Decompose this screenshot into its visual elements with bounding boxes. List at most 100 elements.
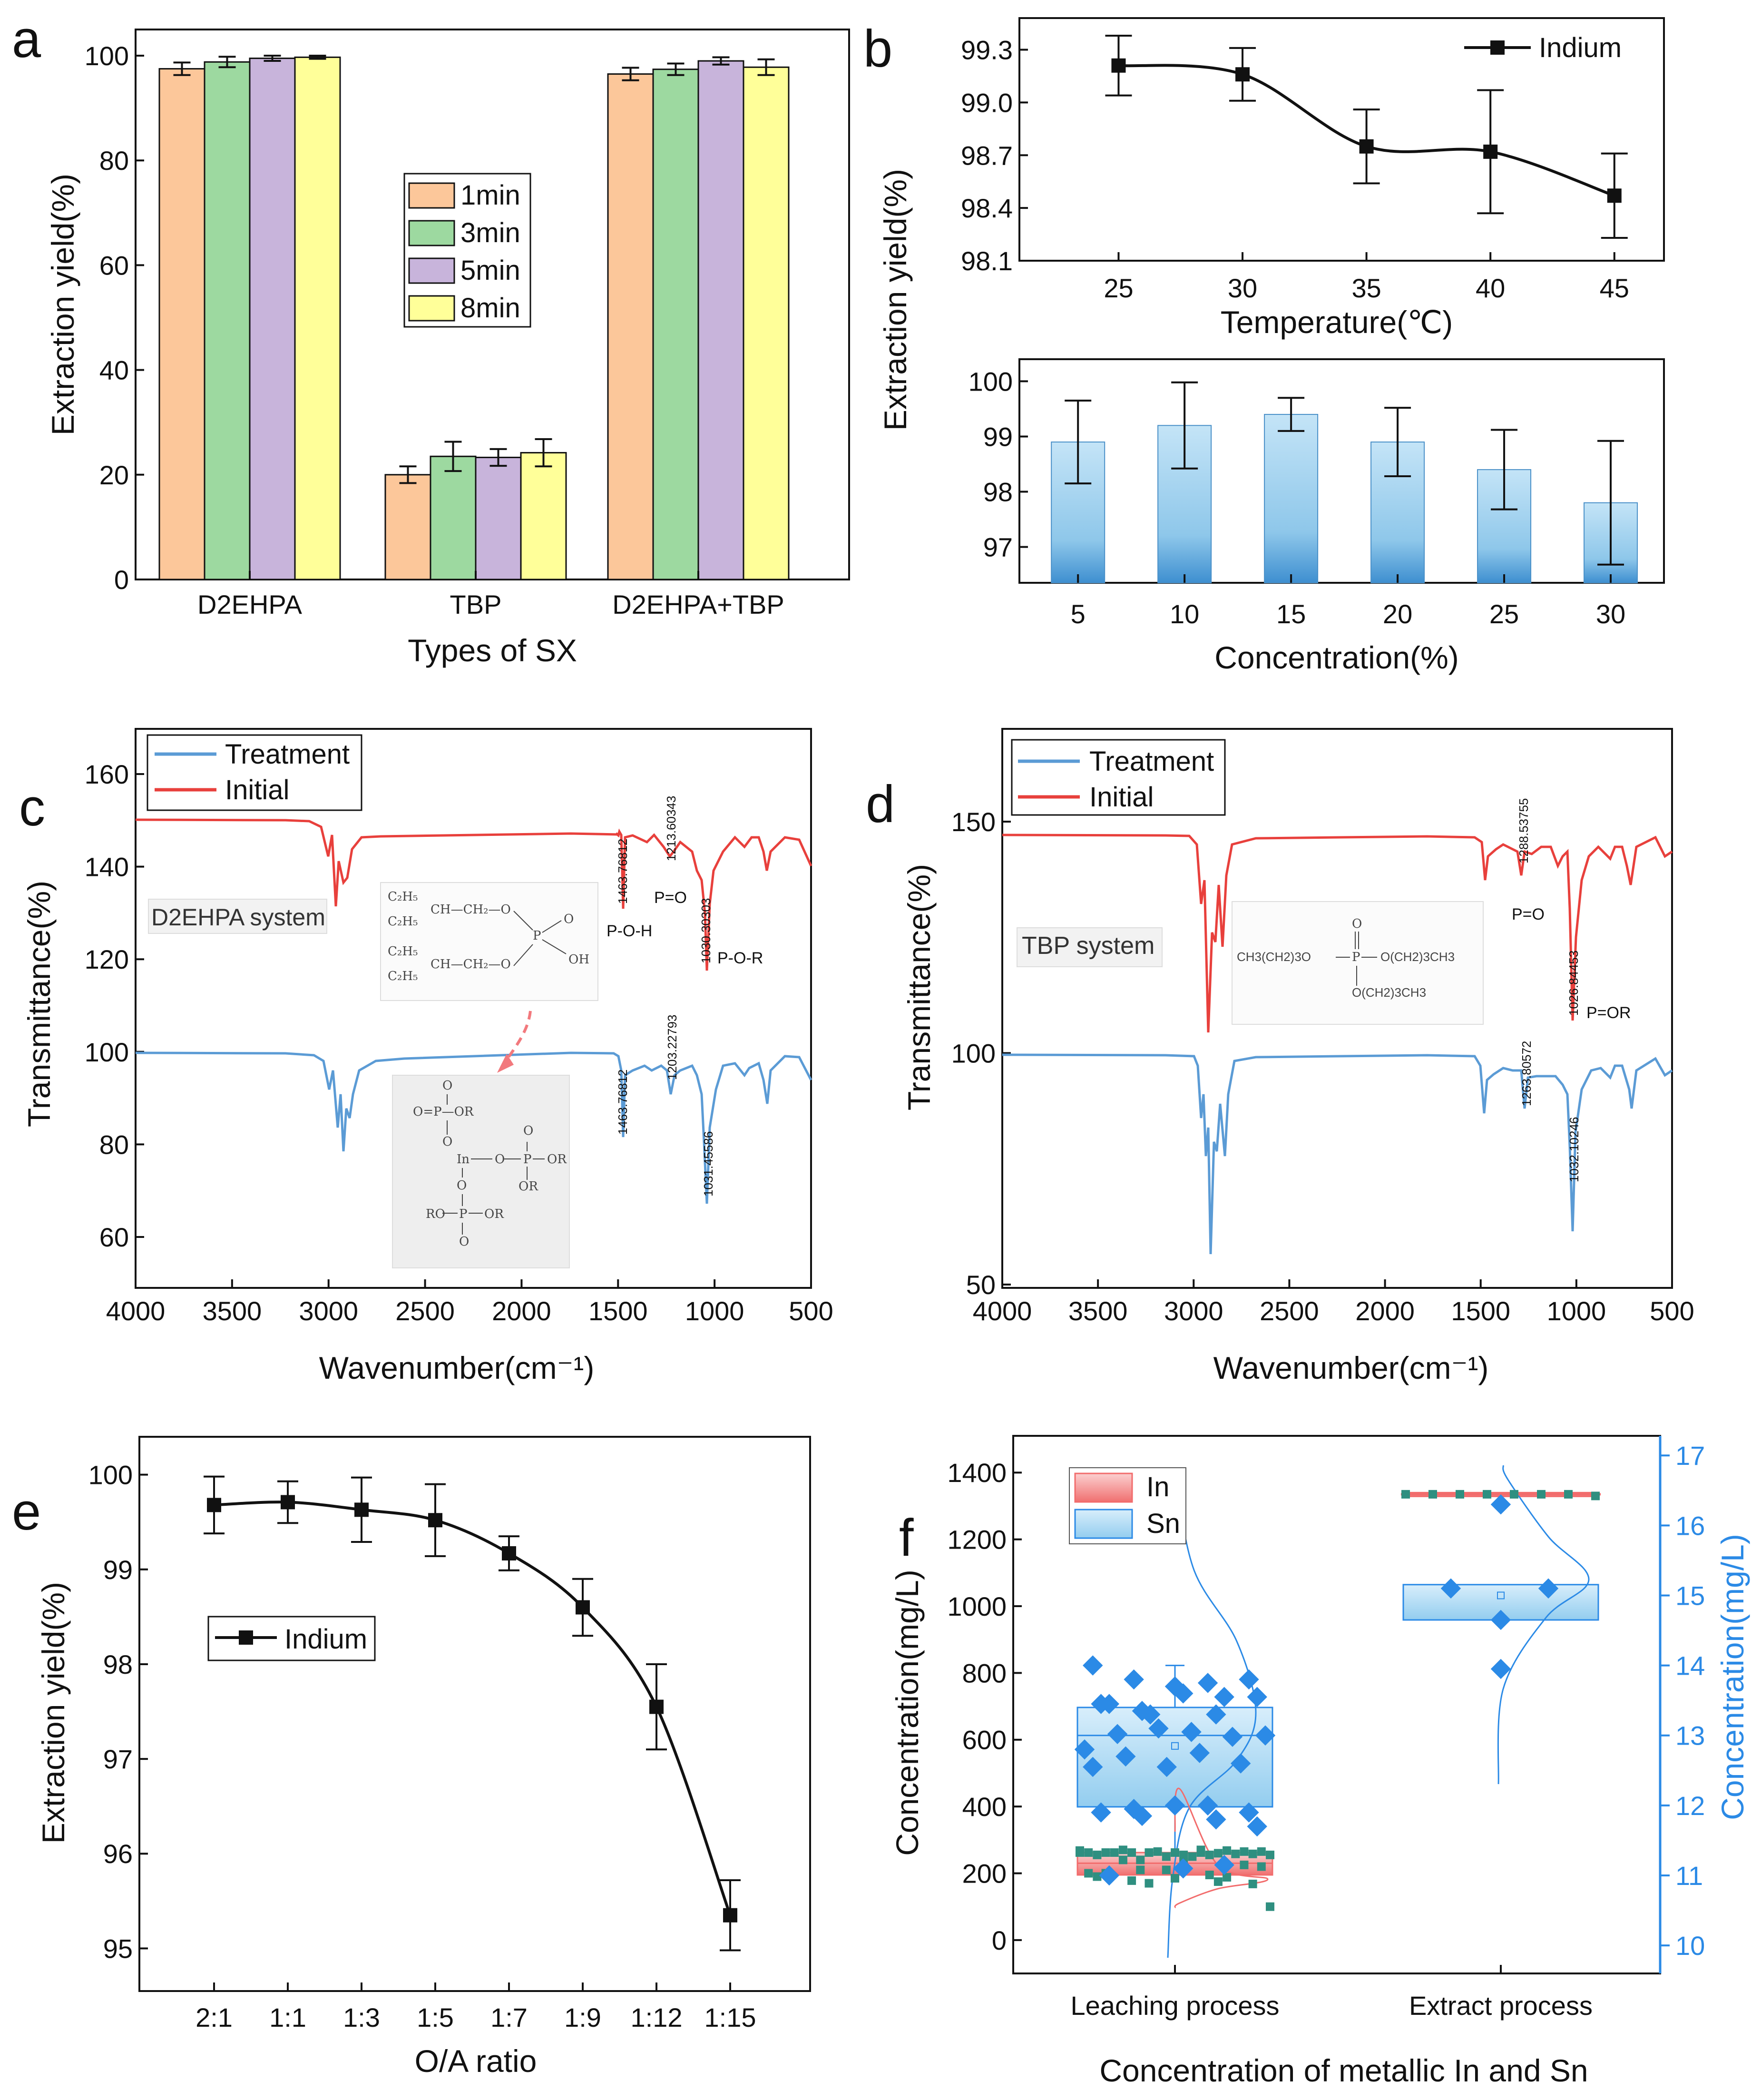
data-point-in	[1136, 1865, 1145, 1874]
data-point-in	[1162, 1865, 1171, 1874]
chem-label: C₂H₅	[388, 969, 418, 983]
data-point-in	[1179, 1850, 1188, 1859]
data-point-in	[1084, 1869, 1093, 1878]
y-axis-title: Extraction yield(%)	[45, 174, 80, 435]
chem-label: O	[442, 1079, 452, 1093]
y-axis-title: Extraction yield(%)	[36, 1582, 71, 1844]
peak-label: 1288.53755	[1516, 798, 1531, 864]
y-axis-title: Concentration(mg/L)	[890, 1570, 925, 1856]
x-tick-label: 2000	[492, 1296, 551, 1326]
panel-c: c 60 80 100 120 140 160 4000 3500 3000 2500 2000 1…	[19, 728, 833, 1385]
y-tick-label: 100	[969, 366, 1013, 396]
chem-label: CH—CH₂—O	[430, 903, 511, 917]
legend-label: 3min	[460, 217, 520, 248]
y-tick-label: 50	[966, 1270, 996, 1300]
data-point	[281, 1495, 295, 1510]
mean-marker	[1171, 1742, 1179, 1750]
bar	[743, 66, 790, 580]
data-point-in	[1171, 1848, 1179, 1857]
system-label-box	[148, 899, 327, 934]
panel-a: a 0 20 40 60 80 100 D2EHPA TBP D2EHPA+TBP Types…	[12, 10, 850, 668]
x-tick-label: 4000	[106, 1296, 166, 1326]
data-point-in	[1110, 1848, 1119, 1857]
data-point-in	[1456, 1490, 1464, 1499]
data-point-in	[1076, 1848, 1084, 1857]
data-point-in	[1093, 1850, 1102, 1859]
y-tick-label: 80	[99, 146, 129, 176]
data-point-in	[1205, 1870, 1214, 1879]
data-point-in	[1401, 1490, 1410, 1499]
y2-tick-label: 14	[1675, 1651, 1705, 1681]
plot-frame	[138, 1436, 811, 1992]
bar-group	[158, 55, 790, 580]
peak-label: 1263.80572	[1519, 1041, 1534, 1106]
bar	[249, 58, 296, 580]
data-point-in	[1266, 1902, 1274, 1911]
data-point-sn	[1083, 1655, 1103, 1676]
legend-marker	[1490, 40, 1505, 55]
y-tick-label: 80	[99, 1129, 129, 1159]
chem-label: O(CH2)3CH3	[1380, 950, 1455, 964]
data-point	[1111, 58, 1126, 73]
data-point-in	[1257, 1847, 1266, 1856]
x-axis-title: Concentration(%)	[1214, 640, 1459, 675]
data-point-in	[1205, 1850, 1214, 1859]
data-point	[1235, 67, 1250, 82]
legend-label: 5min	[460, 255, 520, 286]
chem-label: O	[457, 1178, 467, 1193]
chem-bonds	[442, 1094, 545, 1235]
y-tick-label: 100	[85, 1037, 129, 1067]
legend-marker	[239, 1630, 253, 1645]
plot-frame	[1018, 358, 1665, 584]
data-point-in	[1248, 1879, 1257, 1888]
x-tick-label: 1:1	[269, 2002, 306, 2032]
x-axis: 2:1 1:1 1:3 1:5 1:7 1:9 1:12 1:15	[196, 1982, 756, 2032]
bar	[204, 61, 251, 580]
y-tick-label: 99	[983, 422, 1013, 451]
structure-in-complex: O O=P—OR O In O P OR O OR O RO P OR O	[392, 1075, 570, 1268]
x-axis: Leaching process Extract process	[1071, 1965, 1593, 2021]
legend-label: Sn	[1146, 1508, 1180, 1539]
y2-tick-label: 10	[1675, 1931, 1705, 1961]
x-tick-label: 45	[1600, 273, 1629, 303]
chem-label: CH3(CH2)3O	[1237, 950, 1311, 964]
distribution-curve-in	[1174, 1787, 1269, 1909]
y-tick-label: 200	[962, 1858, 1007, 1888]
line-series	[204, 1475, 741, 1952]
x-tick-label: 20	[1383, 599, 1412, 629]
system-label-box	[1017, 927, 1163, 967]
x-tick-label: D2EHPA	[197, 589, 303, 619]
mean-marker	[1497, 1591, 1505, 1600]
reaction-arrowhead	[497, 1054, 514, 1073]
panel-label-a: a	[12, 10, 41, 69]
panel-d: d 50 100 150 4000 3500 3000 2500 2000 1500 1000 5…	[866, 728, 1694, 1385]
panel-f: f 0 200 400 600 800 1000 1200 1400 10 11 12 13 14 15…	[890, 1435, 1750, 2088]
chem-label: O=P—OR	[413, 1105, 474, 1119]
bond-label: P-O-H	[607, 922, 652, 940]
chem-label: P	[523, 1152, 532, 1167]
data-point-sn	[1490, 1494, 1511, 1515]
bar	[652, 69, 699, 580]
data-point	[576, 1600, 590, 1615]
chem-label: C₂H₅	[388, 890, 418, 904]
data-point-in	[1118, 1845, 1127, 1855]
y-tick-label: 160	[85, 759, 129, 789]
y-axis: 0 20 40 60 80 100	[85, 41, 144, 595]
y-tick-label: 1200	[947, 1525, 1007, 1555]
y-tick-label: 0	[114, 565, 129, 595]
data-point	[1483, 144, 1498, 159]
data-point-in	[1213, 1877, 1223, 1886]
x-tick-label: 1:7	[490, 2002, 528, 2032]
data-point-in	[1084, 1848, 1093, 1857]
chem-label: OR	[484, 1207, 504, 1221]
x-tick-label: 1:3	[343, 2002, 380, 2032]
peak-label: 1026.84453	[1566, 951, 1581, 1016]
x-tick-label: 1000	[1547, 1296, 1606, 1326]
y2-axis-title: Concentration(mg/L)	[1715, 1534, 1750, 1820]
y-tick-label: 60	[99, 250, 129, 280]
x-tick-label: 10	[1170, 599, 1199, 629]
x-tick-label: 3500	[203, 1296, 262, 1326]
legend-swatch-8min	[408, 295, 455, 322]
y-tick-label: 20	[99, 460, 129, 490]
